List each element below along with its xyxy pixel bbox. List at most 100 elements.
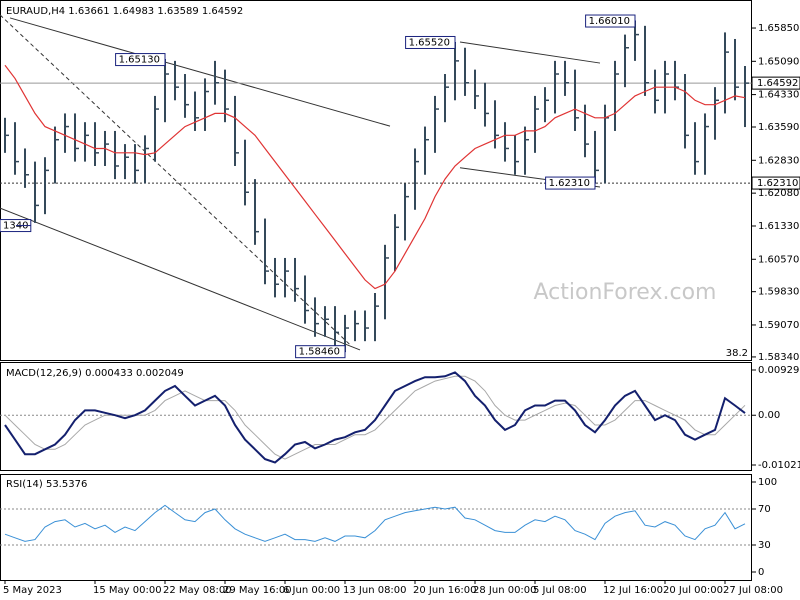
x-tick-label: 29 May 16:00 [223, 585, 292, 596]
ohlc-bar [404, 183, 409, 241]
y-tick-label: 30 [758, 540, 771, 551]
indicator-line [4, 375, 746, 460]
trendline [9, 17, 391, 127]
y-tick-label: 70 [758, 504, 771, 515]
ohlc-bar [174, 60, 179, 101]
ohlc-bar [544, 87, 549, 123]
ohlc-bar [614, 60, 619, 131]
ohlc-bar [64, 113, 69, 153]
ohlc-bar [434, 95, 439, 153]
annotation-label: 1.58460 [299, 347, 340, 358]
ohlc-bar [344, 314, 349, 352]
ohlc-bar [654, 69, 659, 114]
ohlc-bar [184, 74, 189, 118]
y-tick-label: 1.60570 [758, 254, 799, 265]
annotation-label: 1.62310 [549, 178, 590, 189]
ohlc-bar [34, 161, 39, 223]
annotation-label: 1.65130 [119, 55, 160, 66]
ohlc-bar [674, 60, 679, 101]
ohlc-bar [564, 60, 569, 96]
ohlc-bar [474, 69, 479, 110]
ohlc-bar [154, 95, 159, 162]
ohlc-bar [334, 306, 339, 346]
ohlc-bar [414, 148, 419, 210]
moving-average [4, 64, 746, 290]
x-tick-label: 27 Jul 08:00 [723, 585, 783, 596]
ohlc-bar [364, 310, 369, 342]
watermark: ActionForex.com [534, 280, 717, 305]
ohlc-bar [504, 122, 509, 162]
y-tick-label: 1.62830 [758, 155, 799, 166]
y-tick-label: 1.63590 [758, 122, 799, 133]
annotation-label: 1.65520 [409, 37, 450, 48]
ohlc-bar [24, 148, 29, 188]
ohlc-bar [314, 297, 319, 337]
price-box [751, 76, 800, 90]
x-tick-label: 12 Jul 16:00 [603, 585, 663, 596]
ohlc-bar [304, 275, 309, 324]
ohlc-bar [374, 292, 379, 342]
ohlc-bar [254, 179, 259, 245]
ohlc-bar [54, 126, 59, 184]
x-tick-label: 13 Jun 08:00 [343, 585, 407, 596]
trendline [0, 14, 351, 346]
ohlc-bar [134, 144, 139, 184]
ohlc-bar [634, 21, 639, 61]
macd-panel [0, 362, 752, 471]
annotation-label: 1340 [3, 221, 28, 232]
trendline [459, 41, 601, 64]
ohlc-bar [704, 113, 709, 175]
indicator-line [4, 371, 746, 464]
fib-label: 38.2 [726, 348, 748, 359]
ohlc-bar [574, 69, 579, 131]
ohlc-bar [204, 78, 209, 131]
y-tick-label: 0.00 [758, 410, 780, 421]
y-tick-label: 0.009291 [758, 365, 800, 376]
y-tick-label: 1.64330 [758, 90, 799, 101]
ohlc-bar [714, 87, 719, 140]
x-tick-label: 5 Jul 08:00 [533, 585, 587, 596]
ohlc-bar [464, 47, 469, 96]
ohlc-bar [274, 257, 279, 298]
chart-title: EURAUD,H4 1.63661 1.64983 1.63589 1.6459… [6, 6, 243, 17]
ohlc-bar [234, 95, 239, 166]
ohlc-bar [444, 74, 449, 123]
ohlc-bar [294, 257, 299, 302]
ohlc-bar [124, 144, 129, 180]
ohlc-bar [594, 130, 599, 184]
ohlc-bar [264, 218, 269, 285]
macd-title: MACD(12,26,9) 0.000433 0.002049 [6, 368, 184, 379]
ohlc-bar [84, 122, 89, 162]
y-tick-label: 100 [758, 477, 777, 488]
ohlc-bar [524, 126, 529, 175]
ohlc-bar [584, 104, 589, 158]
ohlc-bar [44, 157, 49, 215]
ohlc-bar [244, 139, 249, 206]
ohlc-bar [534, 95, 539, 153]
ohlc-bar [724, 32, 729, 114]
ohlc-bar [214, 60, 219, 105]
ohlc-bar [94, 122, 99, 166]
price-box-label: 1.64592 [757, 78, 798, 89]
y-tick-label: 1.58340 [758, 352, 799, 363]
ohlc-bar [354, 310, 359, 342]
x-tick-label: 5 May 2023 [3, 585, 62, 596]
y-tick-label: 1.65850 [758, 23, 799, 34]
indicator-line [4, 504, 746, 542]
rsi-panel [0, 474, 752, 581]
ohlc-bar [144, 135, 149, 184]
ohlc-bar [14, 122, 19, 175]
y-tick-label: 1.65090 [758, 56, 799, 67]
x-tick-label: 28 Jun 00:00 [473, 585, 537, 596]
ohlc-bar [74, 113, 79, 162]
ohlc-bar [324, 306, 329, 337]
ohlc-bar [4, 117, 9, 153]
x-tick-label: 6 Jun 00:00 [283, 585, 340, 596]
ohlc-bar [644, 25, 649, 96]
y-tick-label: 1.61330 [758, 221, 799, 232]
ohlc-bar [554, 60, 559, 114]
y-tick-label: 1.59830 [758, 287, 799, 298]
ohlc-bar [514, 135, 519, 175]
